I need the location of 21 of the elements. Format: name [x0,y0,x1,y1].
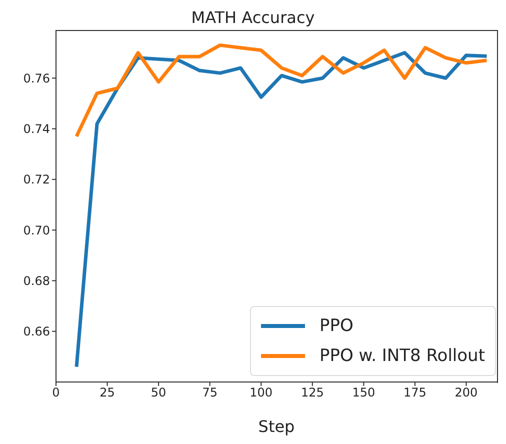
line-series [74,43,488,138]
y-tick-label: 0.74 [23,122,50,136]
legend-label: PPO [319,316,354,336]
y-tick-label: 0.76 [23,71,50,86]
x-tick-label: 125 [300,386,324,400]
x-tick-label: 0 [52,386,60,400]
x-tick-label: 175 [404,386,426,400]
y-tick-label: 0.70 [23,223,50,238]
legend-label: PPO w. INT8 Rollout [319,346,485,366]
x-tick-label: 150 [352,386,376,400]
x-tick-label: 25 [100,386,115,400]
line-series [74,51,488,369]
x-tick-label: 50 [150,386,166,400]
chart-title: MATH Accuracy [190,8,316,28]
x-tick-label: 75 [202,386,218,400]
y-tick-label: 0.72 [23,172,50,187]
x-axis-title: Step [258,417,295,436]
x-tick-label: 100 [250,386,273,400]
y-tick-label: 0.68 [23,274,50,288]
y-tick-label: 0.66 [23,324,50,339]
x-tick-label: 200 [454,386,478,400]
